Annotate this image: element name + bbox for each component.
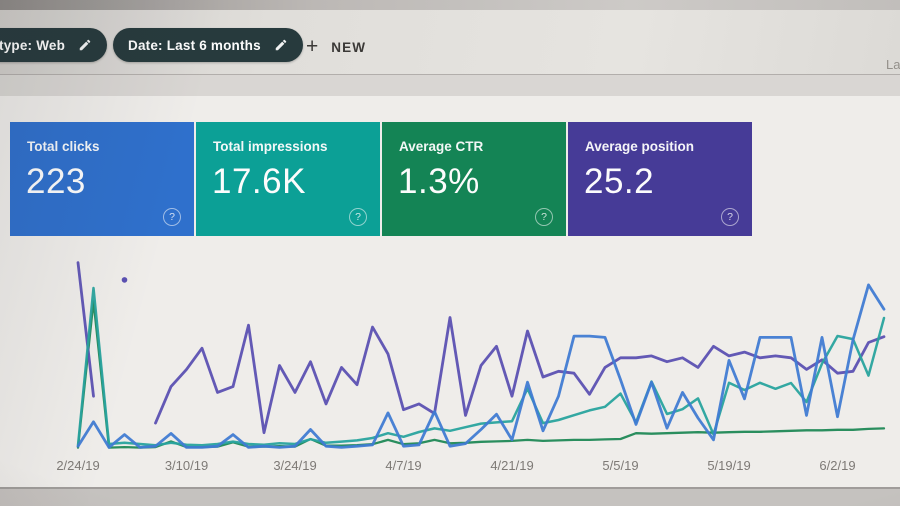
x-axis-label: 5/19/19 xyxy=(707,458,751,473)
metric-card-label: Total clicks xyxy=(27,139,100,154)
metric-card-value: 17.6K xyxy=(212,162,306,201)
help-glyph: ? xyxy=(355,211,361,223)
x-axis-label: 3/24/19 xyxy=(273,458,317,473)
x-axis-label: 6/2/19 xyxy=(819,458,856,473)
screen-bottom-bezel xyxy=(0,487,900,506)
help-glyph: ? xyxy=(727,211,733,223)
metric-card-total-impressions[interactable]: Total impressions 17.6K ? xyxy=(196,122,380,236)
screen-top-bezel xyxy=(0,0,900,10)
toolbar-band xyxy=(0,75,900,96)
metric-card-label: Average CTR xyxy=(399,139,484,154)
help-icon[interactable]: ? xyxy=(721,208,739,226)
filter-chip-search-type[interactable]: type: Web xyxy=(0,28,108,62)
ctr-line xyxy=(76,300,886,449)
x-axis-label: 4/7/19 xyxy=(385,458,422,473)
metric-card-label: Total impressions xyxy=(213,139,328,154)
clicks-line xyxy=(76,283,886,449)
metric-card-average-position[interactable]: Average position 25.2 ? xyxy=(568,122,752,236)
position-point xyxy=(121,277,128,283)
metric-card-label: Average position xyxy=(585,139,695,154)
plus-icon: + xyxy=(306,35,319,58)
filter-bar: type: Web Date: Last 6 months + NEW La xyxy=(0,10,900,75)
metric-card-average-ctr[interactable]: Average CTR 1.3% ? xyxy=(382,122,566,236)
x-axis-label: 2/24/19 xyxy=(56,458,100,473)
performance-panel: Total clicks 223 ? Total impressions 17.… xyxy=(0,96,900,487)
metric-card-value: 25.2 xyxy=(584,162,655,201)
metric-cards: Total clicks 223 ? Total impressions 17.… xyxy=(10,122,752,236)
metric-card-total-clicks[interactable]: Total clicks 223 ? xyxy=(10,122,194,236)
filter-chip-date-label: Date: Last 6 months xyxy=(128,37,261,53)
x-axis-label: 3/10/19 xyxy=(164,458,209,473)
help-glyph: ? xyxy=(541,211,547,223)
metric-card-value: 223 xyxy=(26,162,86,201)
help-icon[interactable]: ? xyxy=(349,208,367,226)
x-axis: 2/24/19 3/10/19 3/24/19 4/7/19 4/21/19 5/5/19… xyxy=(0,458,900,476)
filter-chip-date[interactable]: Date: Last 6 months xyxy=(113,28,303,62)
header-right-clipped-text: La xyxy=(886,57,900,72)
metric-card-value: 1.3% xyxy=(398,162,480,201)
help-icon[interactable]: ? xyxy=(535,208,553,226)
x-axis-label: 5/5/19 xyxy=(602,458,639,473)
x-axis-label: 4/21/19 xyxy=(490,458,534,473)
new-filter-button[interactable]: + NEW xyxy=(306,35,367,58)
new-filter-button-label: NEW xyxy=(331,39,367,55)
impressions-line xyxy=(76,286,886,447)
help-icon[interactable]: ? xyxy=(163,208,181,226)
position-line xyxy=(76,261,886,435)
pencil-icon[interactable] xyxy=(274,38,288,52)
filter-chip-search-type-label: type: Web xyxy=(0,37,66,53)
performance-chart xyxy=(76,261,886,449)
help-glyph: ? xyxy=(169,211,175,223)
pencil-icon[interactable] xyxy=(78,38,92,52)
